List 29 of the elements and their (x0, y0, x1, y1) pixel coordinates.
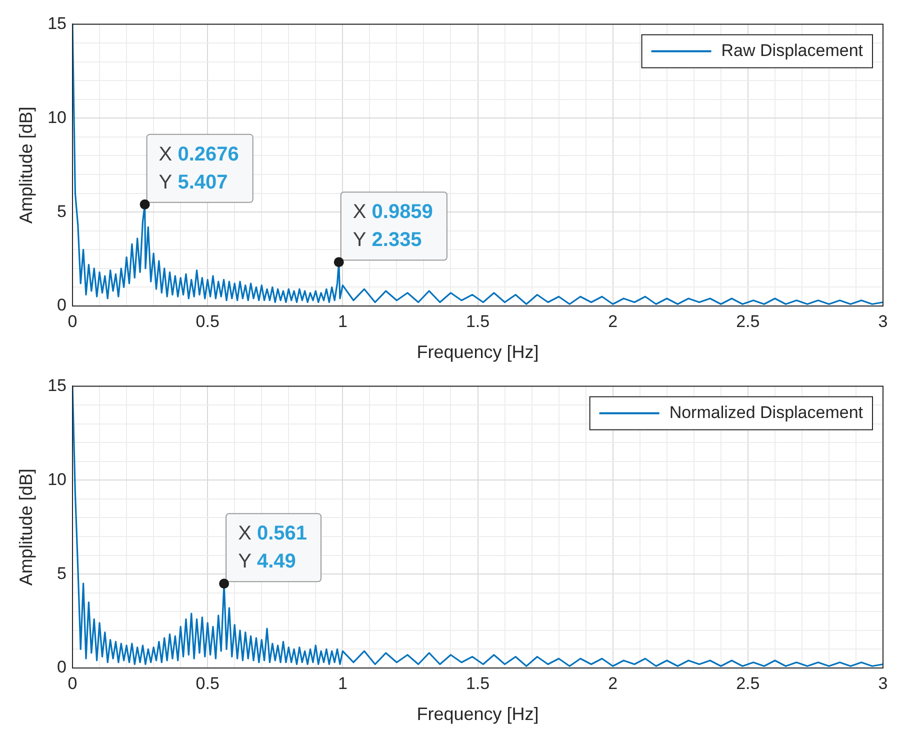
y-tick-label: 5 (57, 564, 67, 583)
y-tick-label: 5 (57, 202, 67, 221)
x-axis-title: Frequency [Hz] (416, 704, 539, 724)
y-axis-title: Amplitude [dB] (16, 106, 36, 224)
x-tick-label: 2 (608, 312, 618, 331)
x-tick-label: 1 (338, 674, 348, 693)
y-axis-title: Amplitude [dB] (16, 468, 36, 586)
x-tick-label: 0.5 (196, 312, 220, 331)
x-tick-label: 2 (608, 674, 618, 693)
x-tick-label: 0.5 (196, 674, 220, 693)
y-tick-label: 0 (57, 658, 67, 677)
legend-label: Raw Displacement (721, 40, 864, 60)
x-tick-label: 1 (338, 312, 348, 331)
annotation: X 0.561 Y 4.49 (238, 522, 308, 573)
y-tick-label: 15 (48, 376, 67, 395)
x-tick-label: 3 (878, 674, 888, 693)
x-tick-label: 1.5 (466, 674, 490, 693)
annotation: X 0.9859 Y 2.335 (352, 201, 433, 252)
x-tick-label: 2.5 (736, 674, 760, 693)
y-tick-label: 10 (48, 108, 67, 127)
x-tick-label: 3 (878, 312, 888, 331)
annotation: X 0.2676 Y 5.407 (158, 143, 239, 194)
y-tick-label: 10 (48, 470, 67, 489)
x-tick-label: 1.5 (466, 312, 490, 331)
x-tick-label: 2.5 (736, 312, 760, 331)
y-tick-label: 0 (57, 296, 67, 315)
y-tick-label: 15 (48, 14, 67, 33)
x-axis-title: Frequency [Hz] (416, 342, 539, 362)
legend-label: Normalized Displacement (669, 402, 864, 422)
